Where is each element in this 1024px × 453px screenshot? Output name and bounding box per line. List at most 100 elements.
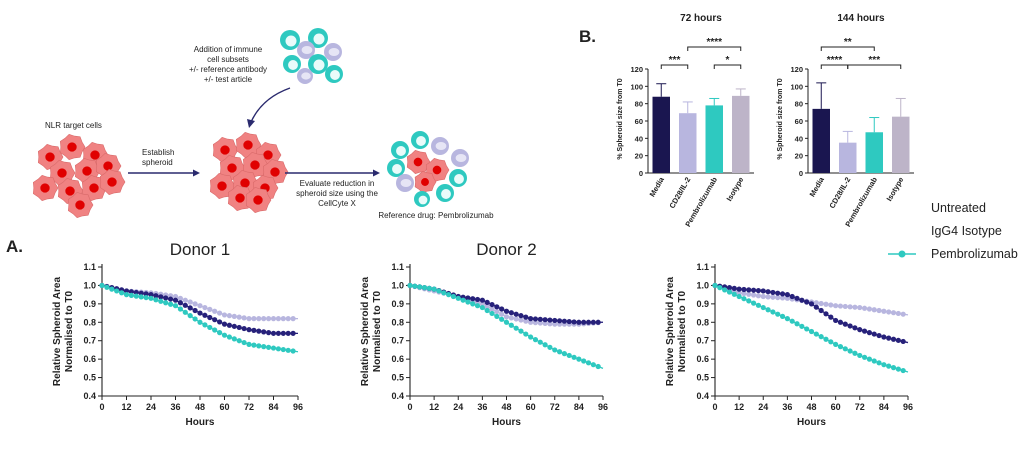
- series-point: [561, 318, 568, 324]
- series-point: [412, 283, 418, 289]
- series-point: [813, 304, 819, 310]
- series-point: [231, 336, 237, 342]
- y-tick-label: 120: [630, 65, 643, 74]
- bar: [865, 132, 883, 173]
- line-charts: Donor 1 0.4 0.5 0.6 0.7 0.8 0.9 1.0 1.1 0 12 24 36 48…: [52, 240, 913, 428]
- series-point: [871, 358, 877, 364]
- series-point: [847, 348, 853, 354]
- series-point: [431, 286, 437, 292]
- y-tick-label: 0.9: [696, 299, 709, 309]
- y-tick-label: 0.6: [391, 354, 404, 364]
- x-tick-label: Isotype: [725, 176, 746, 203]
- series-point: [172, 297, 179, 303]
- series-point: [726, 289, 733, 295]
- series-point: [251, 342, 257, 348]
- series-point: [266, 330, 272, 336]
- x-tick-label: 48: [195, 402, 205, 412]
- target-cell-nucleus: [65, 186, 75, 196]
- series-point: [547, 344, 553, 350]
- significance-label: ****: [827, 55, 843, 66]
- series-point: [770, 309, 776, 315]
- y-tick-label: 100: [790, 82, 803, 91]
- series-point: [818, 307, 824, 314]
- series-point: [881, 308, 887, 314]
- x-tick-label: 84: [268, 402, 278, 412]
- label-target-cells: NLR target cells: [45, 121, 102, 130]
- series-point: [236, 338, 242, 344]
- series-point: [542, 320, 548, 326]
- label-establish: spheroid: [142, 158, 173, 167]
- significance-bracket: [687, 46, 742, 51]
- series-point: [285, 330, 291, 336]
- result-cell-nucleus: [432, 165, 442, 175]
- series-point: [143, 294, 149, 301]
- series-point: [251, 316, 257, 322]
- series-point: [109, 286, 115, 292]
- x-tick-label: 60: [526, 402, 536, 412]
- bar: [732, 95, 750, 173]
- series-point: [138, 294, 144, 300]
- target-cell-nucleus: [89, 183, 99, 193]
- series-point: [470, 296, 476, 302]
- series-point: [861, 328, 868, 334]
- series-point: [852, 350, 858, 356]
- significance-label: ***: [669, 55, 681, 66]
- series-point: [746, 298, 752, 304]
- x-axis-label: Hours: [186, 417, 215, 428]
- series-point: [460, 297, 466, 303]
- series-point: [765, 294, 771, 300]
- series-point: [871, 331, 877, 337]
- series-point: [722, 287, 728, 293]
- spheroid-cell-nucleus: [270, 167, 280, 177]
- series-point: [212, 317, 218, 323]
- series-point: [590, 362, 596, 368]
- x-tick-label: 24: [758, 402, 768, 412]
- series-point: [823, 301, 829, 307]
- chart-title: Donor 2: [476, 240, 536, 259]
- result-immune-cell-core: [435, 141, 447, 151]
- result-cell-nucleus: [421, 178, 429, 186]
- series-point: [217, 319, 223, 325]
- series-point: [217, 330, 223, 336]
- series-point: [852, 325, 858, 331]
- y-axis-label: % Spheroid size from T0: [617, 78, 624, 159]
- bar-chart: 72 hours 0 20 40 60 80 100 120 % Spheroid size f…: [617, 13, 754, 228]
- result-immune-cell-core: [441, 189, 451, 199]
- series-point: [775, 311, 781, 317]
- series-point: [508, 310, 514, 316]
- series-point: [784, 292, 790, 298]
- series-point: [499, 316, 505, 322]
- series-point: [789, 293, 795, 300]
- series-point: [153, 297, 159, 303]
- series-point: [818, 300, 824, 307]
- series-point: [871, 307, 877, 313]
- series-point: [547, 317, 553, 323]
- series-point: [886, 335, 892, 341]
- series-point: [256, 328, 262, 334]
- series-point: [275, 346, 281, 352]
- series-point: [585, 319, 592, 325]
- y-tick-label: 0.8: [696, 317, 709, 327]
- panel-label-b: B.: [579, 27, 596, 46]
- series-point: [207, 306, 213, 312]
- y-axis-label: Normalised to T0: [677, 291, 688, 373]
- series-point: [779, 313, 786, 319]
- series-point: [717, 285, 723, 291]
- y-tick-label: 1.1: [391, 262, 404, 272]
- series-point: [290, 316, 296, 322]
- result-immune-cell-core: [455, 153, 467, 163]
- series-point: [895, 366, 901, 372]
- series-point: [561, 351, 568, 357]
- series-point: [241, 325, 247, 332]
- series-point: [270, 316, 277, 322]
- series-point: [837, 303, 844, 309]
- series-point: [581, 319, 587, 325]
- series-point: [842, 321, 848, 327]
- target-cell-nucleus: [107, 177, 117, 187]
- y-tick-label: 0: [799, 169, 803, 178]
- immune-cell-core: [328, 47, 340, 57]
- series-point: [576, 319, 582, 325]
- x-tick-label: 60: [831, 402, 841, 412]
